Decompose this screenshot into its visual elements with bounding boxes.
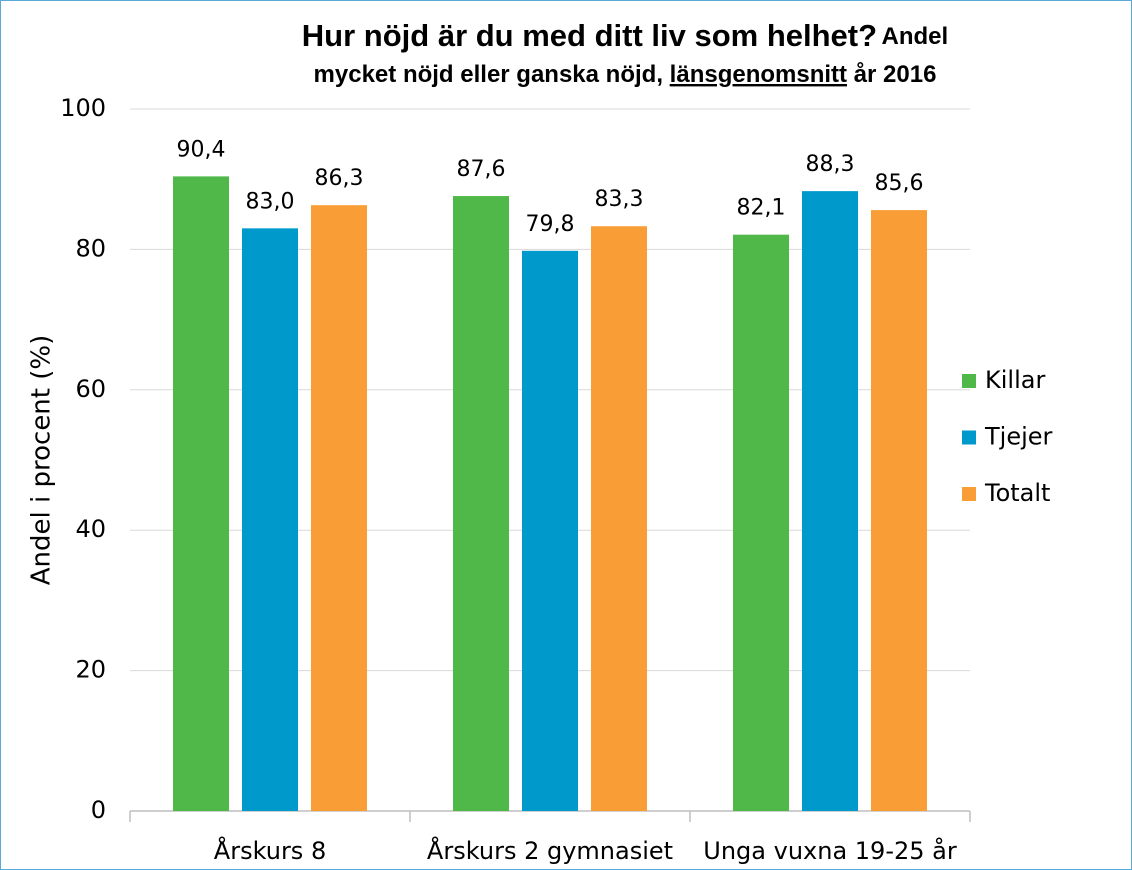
bar (871, 210, 927, 811)
legend-swatch (962, 430, 976, 445)
y-tick-label: 0 (91, 796, 106, 824)
data-label: 83,0 (246, 189, 295, 214)
x-tick-label: Unga vuxna 19-25 år (703, 836, 957, 865)
y-tick-label: 100 (60, 94, 106, 122)
y-tick-label: 60 (75, 375, 106, 403)
title-line-1: Hur nöjd är du med ditt liv som helhet? … (302, 18, 948, 53)
y-tick-label: 20 (75, 656, 106, 684)
chart-subtitle: länsgenomsnitt (670, 61, 847, 88)
data-label: 86,3 (315, 166, 364, 191)
bar (173, 176, 229, 812)
bar (591, 226, 647, 811)
legend-label: Killar (985, 366, 1045, 394)
bar (802, 191, 858, 811)
data-label: 90,4 (177, 137, 226, 162)
chart-subtitle: Andel (882, 23, 949, 50)
legend-swatch (962, 374, 976, 388)
data-label: 79,8 (526, 212, 575, 237)
y-axis-label: Andel i procent (%) (27, 335, 57, 586)
data-label: 88,3 (806, 152, 855, 177)
data-label: 85,6 (875, 171, 924, 196)
y-tick-label: 80 (75, 234, 106, 262)
x-tick-label: Årskurs 8 (214, 836, 326, 865)
data-label: 82,1 (737, 196, 786, 221)
bar (311, 205, 367, 811)
bar (453, 196, 509, 812)
chart-subtitle: mycket nöjd eller ganska nöjd, (314, 61, 663, 88)
y-tick-label: 40 (75, 515, 106, 543)
bar (242, 228, 298, 812)
data-label: 83,3 (595, 187, 644, 212)
legend-label: Tjejer (984, 423, 1053, 451)
bar (733, 234, 789, 811)
chart-title: Hur nöjd är du med ditt liv som helhet? (302, 18, 877, 53)
x-tick-label: Årskurs 2 gymnasiet (427, 836, 673, 865)
data-label: 87,6 (457, 157, 506, 182)
chart-subtitle: år 2016 (854, 61, 937, 88)
bar (522, 250, 578, 811)
title-line-2: mycket nöjd eller ganska nöjd, länsgenom… (314, 61, 937, 88)
legend-label: Totalt (984, 479, 1050, 507)
legend-swatch (962, 487, 976, 501)
